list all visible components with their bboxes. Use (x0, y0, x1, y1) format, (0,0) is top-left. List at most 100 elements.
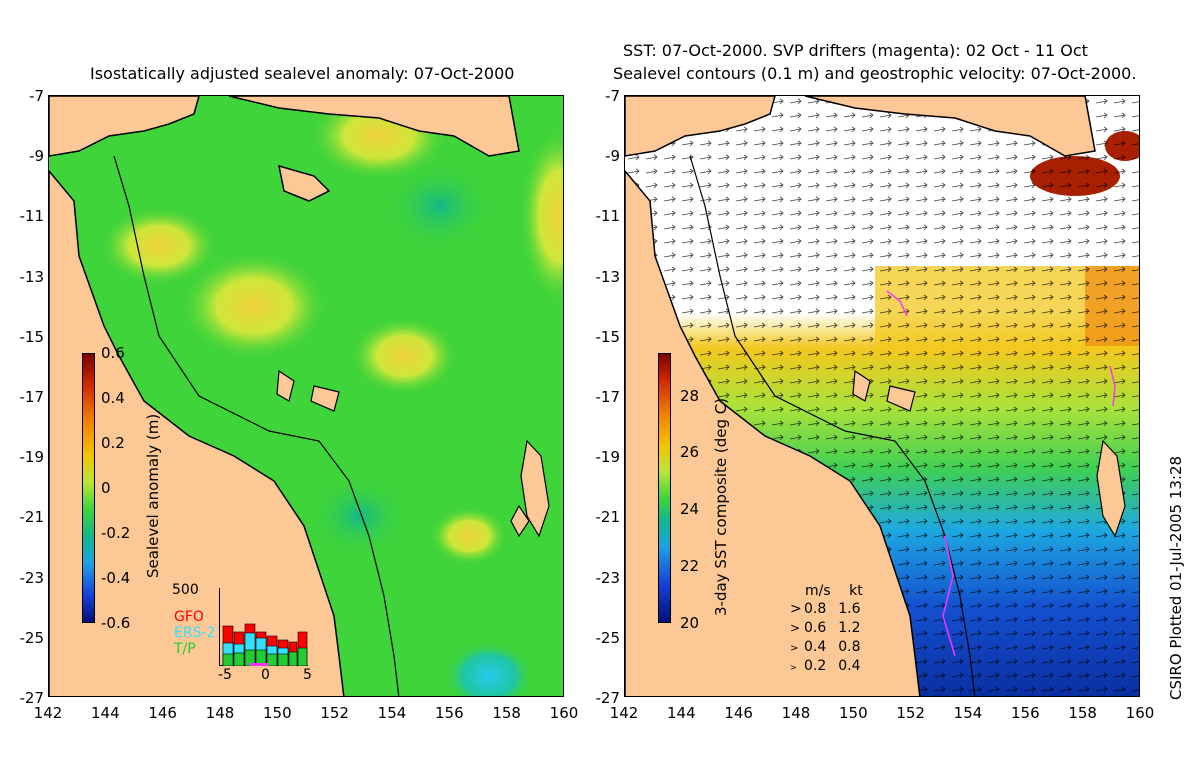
y-axis-tick: -27 (595, 689, 621, 707)
anomaly-high (179, 251, 329, 361)
velocity-scale-header: m/s kt (805, 583, 863, 599)
colorbar-tick: 0 (101, 479, 111, 497)
velocity-scale-row: >0.2 0.4 (790, 658, 861, 676)
histogram-xtick: 0 (261, 667, 270, 683)
sealevel-colorbar (82, 353, 95, 623)
histogram-bar (288, 651, 298, 667)
y-axis-tick: -11 (595, 207, 621, 226)
shelf-contour (689, 155, 976, 696)
x-axis-tick: 142 (33, 704, 63, 722)
land-mass (625, 169, 921, 696)
y-axis-tick: -13 (19, 267, 45, 286)
x-axis-tick: 152 (896, 704, 925, 722)
sealevel-anomaly-map (49, 96, 563, 696)
y-axis-tick: -21 (19, 508, 45, 527)
velocity-scale-row: >0.4 0.8 (790, 639, 861, 657)
anomaly-high (519, 126, 563, 306)
anomaly-high (349, 316, 459, 396)
x-axis-tick: 152 (320, 704, 349, 722)
histogram-bar (266, 653, 278, 667)
x-axis-tick: 150 (263, 704, 292, 722)
y-axis-tick: -25 (595, 628, 621, 647)
colorbar-tick: 24 (680, 500, 700, 519)
colorbar-tick: 28 (680, 386, 700, 405)
velocity-unit-kt: kt (849, 583, 863, 599)
left-map-title: Isostatically adjusted sealevel anomaly:… (90, 64, 515, 83)
histogram-xtick: 5 (303, 667, 312, 683)
histogram-marker (250, 663, 268, 666)
x-axis-tick: 146 (724, 704, 753, 722)
x-axis-tick: 148 (781, 704, 811, 722)
x-axis-tick: 158 (492, 704, 521, 722)
scale-arrow-icon: > (790, 621, 801, 635)
island (520, 439, 550, 538)
scale-arrow-icon: > (790, 663, 797, 672)
y-axis-tick: -17 (595, 388, 621, 406)
x-axis-tick: 156 (1011, 704, 1040, 722)
histogram-legend-ers2: ERS-2 (174, 625, 216, 641)
y-axis-tick: -9 (29, 147, 44, 166)
x-axis-tick: 160 (1125, 704, 1155, 722)
histogram-frame (219, 588, 308, 667)
right-map-title-line1: SST: 07-Oct-2000. SVP drifters (magenta)… (623, 41, 1088, 60)
right-map-panel (624, 95, 1140, 697)
land-mass (49, 169, 345, 696)
scale-ms-value: 0.8 (804, 601, 827, 617)
shelf-contour (113, 155, 400, 696)
colorbar-tick: 22 (680, 557, 700, 576)
x-axis-tick: 154 (377, 704, 407, 722)
island (310, 385, 340, 412)
colorbar-tick: 20 (680, 614, 700, 632)
scale-ms-value: 0.4 (804, 639, 827, 655)
x-axis-tick: 150 (839, 704, 868, 722)
colorbar-tick: -0.2 (101, 524, 131, 542)
x-axis-tick: 144 (91, 704, 120, 722)
right-map-title-line2: Sealevel contours (0.1 m) and geostrophi… (613, 64, 1137, 83)
y-axis-tick: -27 (19, 689, 45, 707)
histogram-xtick: -5 (218, 667, 232, 683)
velocity-scale-row: >0.6 1.2 (790, 620, 861, 636)
y-axis-tick: -23 (19, 568, 45, 587)
y-axis-tick: -7 (605, 87, 620, 105)
island (1096, 439, 1126, 538)
scale-arrow-icon: > (790, 643, 799, 654)
scale-kt-value: 1.2 (838, 620, 861, 636)
anomaly-high (99, 206, 219, 286)
scale-ms-value: 0.2 (804, 658, 827, 674)
scale-kt-value: 0.4 (838, 658, 861, 674)
histogram-legend-gfo: GFO (174, 609, 204, 625)
x-axis-tick: 158 (1068, 704, 1097, 722)
y-axis-tick: -19 (595, 448, 621, 467)
y-axis-tick: -15 (595, 327, 621, 346)
x-axis-tick: 146 (148, 704, 177, 722)
colorbar-tick: 26 (680, 443, 700, 462)
y-axis-tick: -9 (605, 147, 620, 166)
colorbar-tick: 0.4 (101, 389, 125, 407)
histogram-bar (222, 653, 234, 667)
scale-kt-value: 1.6 (838, 601, 861, 617)
plot-credit: CSIRO Plotted 01-Jul-2005 13:28 (1167, 455, 1185, 700)
histogram-bar (277, 653, 289, 667)
land-mass (625, 96, 776, 157)
y-axis-tick: -23 (595, 568, 621, 587)
y-axis-tick: -25 (19, 628, 45, 647)
y-axis-tick: -17 (19, 388, 45, 406)
y-axis-tick: -19 (19, 448, 45, 467)
scale-ms-value: 0.6 (804, 620, 827, 636)
scale-arrow-icon: > (790, 601, 802, 617)
velocity-unit-ms: m/s (805, 583, 831, 599)
island (852, 369, 871, 402)
y-axis-tick: -7 (29, 87, 44, 105)
x-axis-tick: 154 (953, 704, 983, 722)
y-axis-tick: -11 (19, 207, 45, 226)
left-map-panel (48, 95, 564, 697)
land-mass (278, 164, 331, 202)
x-axis-tick: 142 (609, 704, 639, 722)
anomaly-low (309, 476, 409, 556)
histogram-max-label: 500 (172, 582, 199, 598)
x-axis-tick: 156 (435, 704, 464, 722)
island (510, 504, 530, 538)
land-mass (804, 96, 1096, 157)
histogram-legend-tp: T/P (174, 641, 196, 657)
sst-colorbar-label: 3-day SST composite (deg C) (712, 397, 730, 616)
